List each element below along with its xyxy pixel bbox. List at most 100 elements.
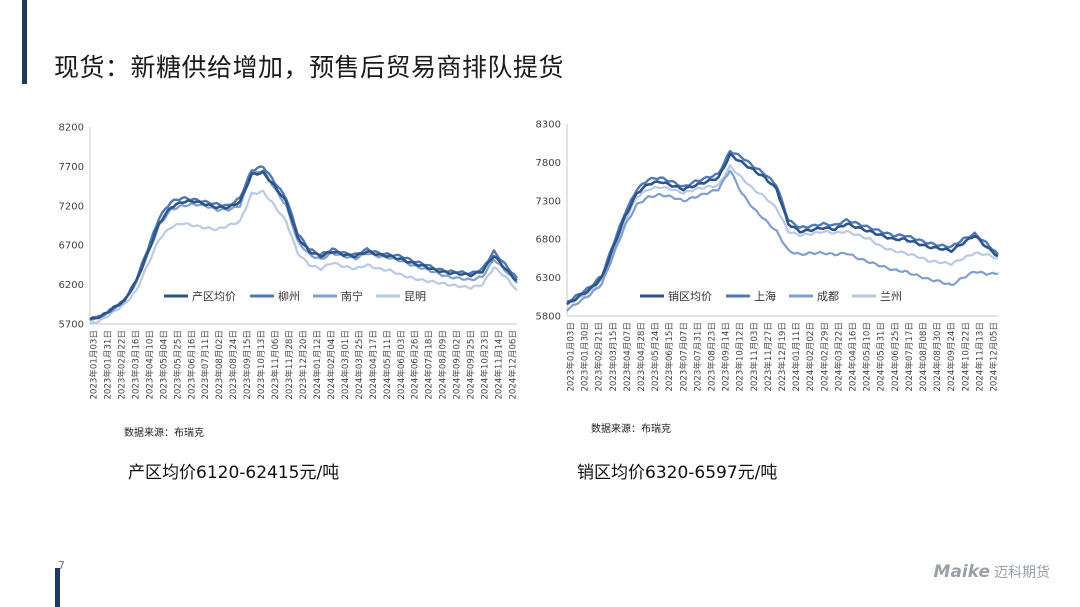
chart-1-source: 数据来源：布瑞克 (124, 428, 204, 439)
chart-2-series-3 (566, 164, 999, 305)
chart-2-x-tick: 2024年08月30日 (931, 322, 943, 392)
chart-2-legend-label: 销区均价 (668, 289, 712, 303)
accent-bar-top (22, 0, 27, 84)
chart-1-y-tick: 6700 (59, 241, 84, 252)
chart-1-x-tick: 2024年09月02日 (451, 330, 463, 400)
chart-2-x-tick: 2023年04月07日 (621, 322, 633, 392)
chart-2-x-tick: 2023年11月27日 (762, 322, 774, 392)
chart-1-x-tick: 2023年09月15日 (241, 330, 253, 400)
chart-1-legend-label: 昆明 (404, 290, 426, 303)
chart-2-x-tick: 2024年03月22日 (832, 322, 844, 392)
chart-2-y-tick: 6300 (536, 273, 561, 284)
chart-1-legend-label: 产区均价 (192, 289, 236, 303)
chart-1-series-3 (89, 189, 518, 325)
chart-2-x-tick: 2023年07月31日 (691, 322, 703, 392)
chart-1-x-tick: 2024年06月03日 (395, 330, 407, 400)
chart-2-y-tick: 7300 (536, 196, 561, 207)
chart-2-x-tick: 2023年11月03日 (748, 322, 760, 392)
chart-2-x-tick: 2023年01月30日 (579, 322, 591, 392)
chart-1-x-tick: 2023年08月02日 (213, 330, 225, 400)
chart-2-x-tick: 2023年02月21日 (593, 322, 605, 392)
brand-logo-text: Maike (933, 562, 990, 582)
chart-2-x-tick: 2024年01月11日 (790, 322, 802, 392)
page-title: 现货：新糖供给增加，预售后贸易商排队提货 (54, 53, 565, 82)
chart-2-x-tick: 2024年02月02日 (804, 322, 816, 392)
chart-2-y-tick: 6800 (536, 235, 561, 246)
chart-1-x-tick: 2024年11月14日 (493, 330, 505, 400)
chart-2-x-tick: 2023年04月28日 (635, 322, 647, 392)
chart-1-x-tick: 2023年08月24日 (227, 330, 239, 400)
chart-2-x-tick: 2024年05月10日 (861, 322, 873, 392)
chart-1-x-tick: 2024年03月25日 (353, 330, 365, 400)
chart-1-x-tick: 2023年11月06日 (269, 330, 281, 400)
chart-2-x-tick: 2024年02月29日 (818, 322, 830, 392)
chart-1-x-tick: 2023年05月04日 (157, 330, 169, 400)
chart-1-y-tick: 8200 (59, 123, 84, 134)
page-number: 7 (58, 559, 65, 572)
chart-1-x-tick: 2024年02月04日 (325, 330, 337, 400)
chart-1-x-tick: 2024年08月09日 (437, 330, 449, 400)
chart-1-x-tick: 2023年03月16日 (129, 330, 141, 400)
chart-1-x-tick: 2024年07月18日 (423, 330, 435, 400)
chart-2-legend-label: 兰州 (880, 290, 902, 303)
chart-2-x-tick: 2024年04月16日 (847, 322, 859, 392)
chart-1-y-tick: 5700 (59, 320, 84, 331)
chart-1-x-tick: 2023年11月28日 (283, 330, 295, 400)
chart-1-x-tick: 2024年12月06日 (507, 330, 519, 400)
chart-1-x-tick: 2023年07月11日 (199, 330, 211, 400)
chart-2-series-0 (566, 152, 999, 306)
chart-1-legend-label: 南宁 (341, 289, 363, 303)
chart-2-x-tick: 2024年06月25日 (889, 322, 901, 392)
chart-1-y-tick: 7200 (59, 201, 84, 212)
brand-logo: Maike 迈科期货 (934, 562, 1050, 582)
chart-2-legend-label: 上海 (754, 289, 776, 303)
chart-2-source: 数据来源：布瑞克 (591, 424, 671, 435)
chart-2-x-tick: 2023年03月15日 (607, 322, 619, 392)
accent-bar-bottom (55, 568, 60, 607)
chart-2-x-tick: 2024年11月13日 (973, 322, 985, 392)
chart-2-x-tick: 2024年07月17日 (903, 322, 915, 392)
chart-2-legend-label: 成都 (817, 290, 839, 303)
brand-logo-cn: 迈科期货 (994, 565, 1050, 581)
chart-1-x-tick: 2024年03月01日 (339, 330, 351, 400)
chart-1-x-tick: 2023年02月22日 (115, 330, 127, 400)
chart-1-x-tick: 2023年06月16日 (185, 330, 197, 400)
chart-1-legend-label: 柳州 (278, 289, 300, 303)
chart-2-x-tick: 2023年09月14日 (720, 322, 732, 392)
chart-2-y-tick: 7800 (536, 158, 561, 169)
chart-1-x-tick: 2023年01月03日 (88, 330, 100, 400)
chart-1-x-tick: 2024年01月12日 (311, 330, 323, 400)
chart-1-x-tick: 2024年05月11日 (381, 330, 393, 400)
chart-2-x-tick: 2024年09月24日 (945, 322, 957, 392)
chart-1-x-tick: 2023年12月20日 (297, 330, 309, 400)
chart-2-summary: 销区均价6320-6597元/吨 (577, 463, 778, 483)
chart-2-x-tick: 2023年06月15日 (663, 322, 675, 392)
chart-2-x-tick: 2023年12月19日 (776, 322, 788, 392)
chart-1-x-tick: 2023年10月13日 (255, 330, 267, 400)
chart-2-x-tick: 2023年05月24日 (649, 322, 661, 392)
chart-1-x-tick: 2023年05月25日 (171, 330, 183, 400)
chart-1-x-tick: 2023年04月10日 (143, 330, 155, 400)
chart-2-y-tick: 5800 (536, 312, 561, 323)
chart-1-x-tick: 2024年10月23日 (479, 330, 491, 400)
chart-2-x-tick: 2024年08月08日 (917, 322, 929, 392)
chart-2-x-tick: 2023年07月07日 (677, 322, 689, 392)
chart-2-x-tick: 2023年10月12日 (734, 322, 746, 392)
chart-2-y-tick: 8300 (536, 120, 561, 131)
chart-1-x-tick: 2024年06月26日 (409, 330, 421, 400)
chart-1-y-tick: 7700 (59, 162, 84, 173)
chart-2-x-tick: 2023年08月23日 (706, 322, 718, 392)
chart-1-series-0 (89, 170, 518, 321)
chart-2-series-2 (566, 169, 998, 312)
chart-1-y-tick: 6200 (59, 280, 84, 291)
chart-1-summary: 产区均价6120-62415元/吨 (128, 463, 340, 483)
chart-2-x-tick: 2023年01月03日 (565, 322, 577, 392)
chart-1-x-tick: 2024年09月25日 (465, 330, 477, 400)
chart-2-series-1 (566, 149, 999, 303)
chart-2-x-tick: 2024年10月22日 (959, 322, 971, 392)
chart-1-x-tick: 2023年01月31日 (101, 330, 113, 400)
chart-2-x-tick: 2024年05月31日 (875, 322, 887, 392)
